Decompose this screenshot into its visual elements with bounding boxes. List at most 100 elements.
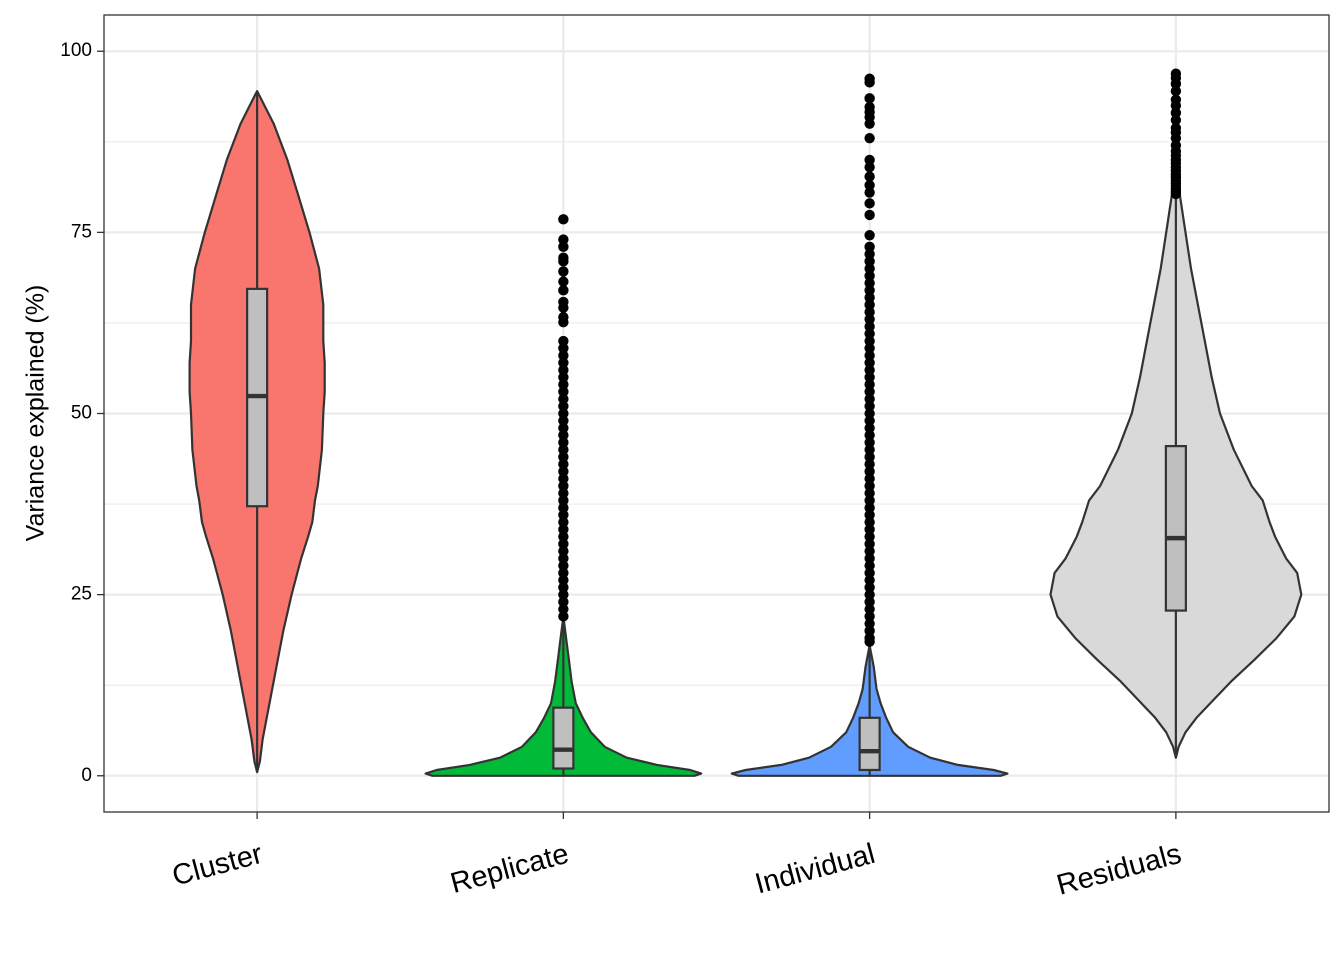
violin-group-residuals [1049, 68, 1303, 759]
y-tick-label: 0 [81, 765, 92, 786]
outlier-point [864, 73, 875, 84]
outlier-point [864, 335, 875, 347]
outlier-point [558, 408, 569, 419]
outlier-point [864, 509, 875, 521]
outlier-point [864, 531, 875, 542]
outlier-point [558, 350, 569, 361]
outlier-point [864, 161, 875, 173]
outlier-point [558, 241, 569, 253]
outlier-point [864, 180, 875, 191]
outlier-point [864, 209, 875, 221]
violin-group-individual [730, 73, 1009, 777]
outlier-point [864, 553, 875, 564]
outlier-point [1170, 122, 1182, 134]
outlier-point [864, 538, 875, 550]
outlier-point [558, 379, 569, 390]
outlier-point [558, 495, 569, 506]
outlier-point [864, 328, 875, 339]
y-tick-label: 25 [71, 584, 92, 605]
outlier-point [558, 311, 569, 323]
outlier-point [864, 430, 875, 441]
outlier-point [864, 93, 875, 104]
outlier-point [864, 263, 875, 274]
violin-group-replicate [424, 214, 703, 777]
outlier-point [558, 214, 569, 225]
outlier-point [1170, 68, 1182, 79]
outlier-point [864, 357, 875, 368]
outlier-point [864, 473, 875, 484]
outlier-point [558, 596, 569, 608]
outlier-point [558, 234, 569, 245]
outlier-point [864, 277, 875, 289]
outlier-point [864, 408, 875, 419]
outlier-point [864, 187, 875, 198]
outlier-point [864, 171, 875, 182]
outlier-point [558, 444, 569, 455]
x-tick-label-individual: Individual [752, 838, 879, 901]
outlier-point [864, 154, 875, 166]
outlier-point [558, 538, 569, 550]
outlier-point [1170, 85, 1182, 97]
outlier-point [864, 611, 875, 622]
outlier-point [558, 582, 569, 593]
outlier-point [558, 574, 569, 586]
x-tick-label-residuals: Residuals [1053, 838, 1184, 902]
outlier-point [864, 314, 875, 325]
outlier-point [864, 625, 875, 637]
outlier-point [864, 437, 875, 448]
outlier-point [864, 560, 875, 571]
outlier-point [864, 256, 875, 267]
outlier-point [558, 603, 569, 615]
outlier-point [558, 393, 569, 405]
outlier-point [558, 553, 569, 564]
outlier-point [558, 335, 569, 347]
outlier-point [864, 582, 875, 593]
outlier-point [558, 560, 569, 571]
box-individual [858, 716, 881, 772]
outlier-point [864, 101, 875, 113]
outlier-point [558, 386, 569, 397]
outlier-point [864, 379, 875, 390]
outlier-point [864, 451, 875, 463]
outlier-point [558, 459, 569, 470]
y-axis: 0 25 50 75 100 [60, 40, 104, 786]
outlier-point [558, 285, 569, 296]
outlier-point [864, 567, 875, 579]
outlier-point [558, 364, 569, 376]
y-tick-label: 100 [60, 40, 92, 61]
outlier-point [558, 567, 569, 579]
outlier-point [558, 415, 569, 426]
outlier-point [864, 132, 875, 144]
outlier-point [558, 451, 569, 463]
outlier-point [864, 393, 875, 405]
outlier-point [558, 480, 569, 492]
outlier-point [558, 509, 569, 521]
outlier-point [558, 437, 569, 448]
outlier-point [864, 386, 875, 397]
outlier-point [864, 480, 875, 492]
outlier-point [864, 422, 875, 434]
outlier-point [558, 422, 569, 434]
outlier-point [558, 266, 569, 277]
outlier-point [864, 516, 875, 528]
outlier-point [864, 574, 875, 586]
outlier-point [864, 198, 875, 209]
outlier-point [864, 292, 875, 303]
outlier-point [1170, 140, 1182, 151]
outlier-point [864, 524, 875, 535]
outlier-point [558, 372, 569, 383]
outlier-point [864, 488, 875, 499]
outlier-point [558, 466, 569, 477]
outlier-point [864, 495, 875, 506]
outlier-point [864, 415, 875, 426]
outlier-point [864, 603, 875, 615]
outlier-point [864, 350, 875, 361]
outlier-point [864, 589, 875, 600]
outlier-point [558, 430, 569, 441]
x-axis: Cluster Replicate Individual Residuals [169, 812, 1185, 902]
outlier-point [558, 343, 569, 354]
outlier-point [864, 248, 875, 260]
outlier-point [864, 364, 875, 376]
outlier-point [558, 589, 569, 600]
outlier-point [558, 252, 569, 263]
